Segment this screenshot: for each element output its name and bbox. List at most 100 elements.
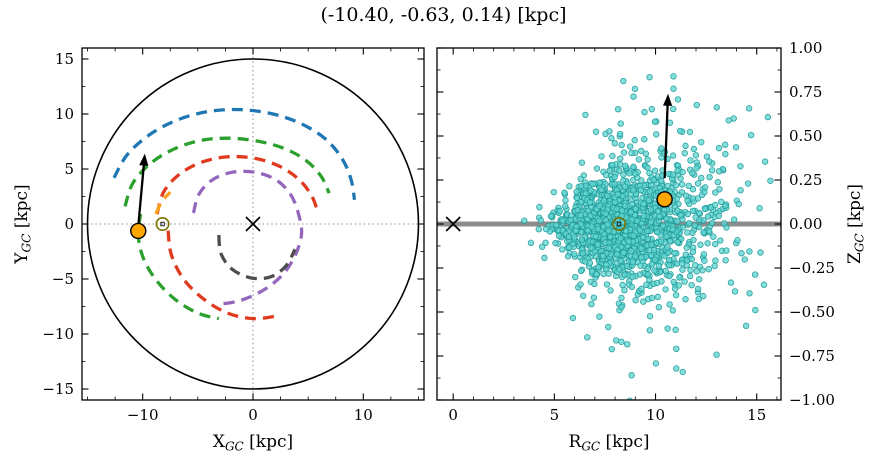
scatter-point [650, 246, 658, 254]
y-tick-label: 0.00 [789, 215, 822, 233]
scatter-point [648, 105, 656, 113]
scatter-point [703, 153, 711, 160]
scatter-point [611, 181, 618, 188]
scatter-point [669, 152, 677, 159]
y-tick-label: 10 [55, 105, 74, 123]
scatter-point [646, 73, 653, 81]
scatter-point [591, 280, 598, 288]
scatter-point [747, 131, 755, 139]
scatter-point [633, 217, 641, 225]
scatter-point [760, 281, 768, 288]
scatter-point [541, 254, 548, 262]
scatter-point [646, 188, 654, 195]
scatter-point [542, 225, 550, 233]
scatter-point [619, 281, 626, 289]
scatter-point [596, 313, 603, 320]
scatter-point [741, 256, 748, 263]
scatter-point [626, 170, 633, 177]
scatter-point [627, 208, 635, 216]
scatter-point [606, 128, 613, 135]
scatter-point [708, 219, 716, 226]
scatter-point [567, 216, 575, 223]
scatter-point [577, 175, 584, 183]
scatter-point [651, 256, 659, 264]
scatter-point [613, 205, 620, 213]
scatter-point [623, 262, 631, 270]
scatter-point [577, 212, 585, 219]
scatter-point [670, 105, 677, 113]
scatter-point [573, 194, 581, 202]
scatter-point [767, 177, 774, 184]
scatter-point [596, 202, 603, 210]
scatter-point [691, 222, 698, 229]
scatter-point [678, 189, 686, 196]
scatter-point [569, 314, 577, 322]
rz-panel: 0 5 10 15 1.00 0.75 0.50 0.25 0.00 −0.25 −0.50 −0.7… [436, 39, 867, 454]
scatter-point [617, 257, 624, 265]
scatter-point [689, 207, 697, 214]
scatter-point [746, 290, 753, 297]
x-axis-label: RGC [kpc] [569, 432, 650, 454]
scatter-point [622, 162, 629, 170]
scatter-point [698, 138, 705, 146]
scatter-point [628, 247, 635, 255]
scatter-point [673, 345, 680, 353]
sun-marker [612, 217, 627, 232]
scatter-point [618, 141, 625, 149]
scatter-point [654, 293, 662, 301]
scatter-point [708, 167, 716, 174]
y-tick-label: −10 [42, 325, 74, 343]
scatter-point [700, 251, 708, 258]
scatter-point [639, 234, 647, 241]
scatter-point [620, 149, 628, 156]
scatter-point [684, 229, 691, 236]
scatter-point [638, 254, 645, 261]
scatter-point [637, 186, 645, 194]
scatter-point [670, 73, 677, 80]
scatter-point [727, 279, 735, 286]
scatter-point [521, 217, 528, 224]
scatter-point [625, 238, 633, 245]
scatter-point [577, 267, 585, 275]
x-tick-label: 15 [747, 406, 766, 424]
scatter-point [577, 281, 584, 288]
scatter-point [674, 167, 681, 174]
scatter-point [617, 235, 624, 242]
scatter-point [582, 182, 590, 189]
scatter-point [694, 180, 702, 187]
scatter-point [588, 244, 595, 252]
scatter-point [609, 161, 616, 169]
scatter-point [562, 197, 569, 204]
x-tick-label: −10 [127, 406, 159, 424]
scatter-point [664, 182, 672, 190]
scatter-point [710, 233, 717, 240]
scatter-point [596, 179, 603, 186]
scatter-point [689, 248, 697, 256]
scatter-point [695, 295, 703, 303]
scatter-point [675, 282, 683, 289]
scatter-point [602, 171, 610, 179]
x-tick-label: 10 [354, 406, 373, 424]
scatter-point [723, 247, 730, 254]
scatter-point [641, 136, 648, 143]
xy-panel: −10 0 10 15 10 5 0 −5 −10 −15 XGC [kpc] YGC [kpc] [12, 47, 425, 454]
scatter-point [699, 292, 707, 300]
scatter-point [701, 257, 708, 264]
scatter-point [697, 241, 704, 248]
scatter-point [653, 279, 661, 287]
scatter-point [722, 202, 729, 210]
scatter-point [648, 241, 655, 248]
scatter-point [628, 149, 635, 157]
arm-purple [191, 169, 304, 306]
target-star-marker [130, 222, 147, 240]
scatter-point [588, 268, 596, 275]
scatter-point [686, 220, 693, 227]
scatter-point [574, 206, 581, 214]
scatter-point [718, 198, 725, 206]
scatter-point [606, 167, 613, 174]
scatter-point [566, 244, 573, 251]
sun-marker [155, 217, 170, 232]
figure-title: (-10.40, -0.63, 0.14) [kpc] [320, 4, 567, 26]
x-tick-label: 10 [646, 406, 665, 424]
scatter-point [715, 168, 723, 175]
